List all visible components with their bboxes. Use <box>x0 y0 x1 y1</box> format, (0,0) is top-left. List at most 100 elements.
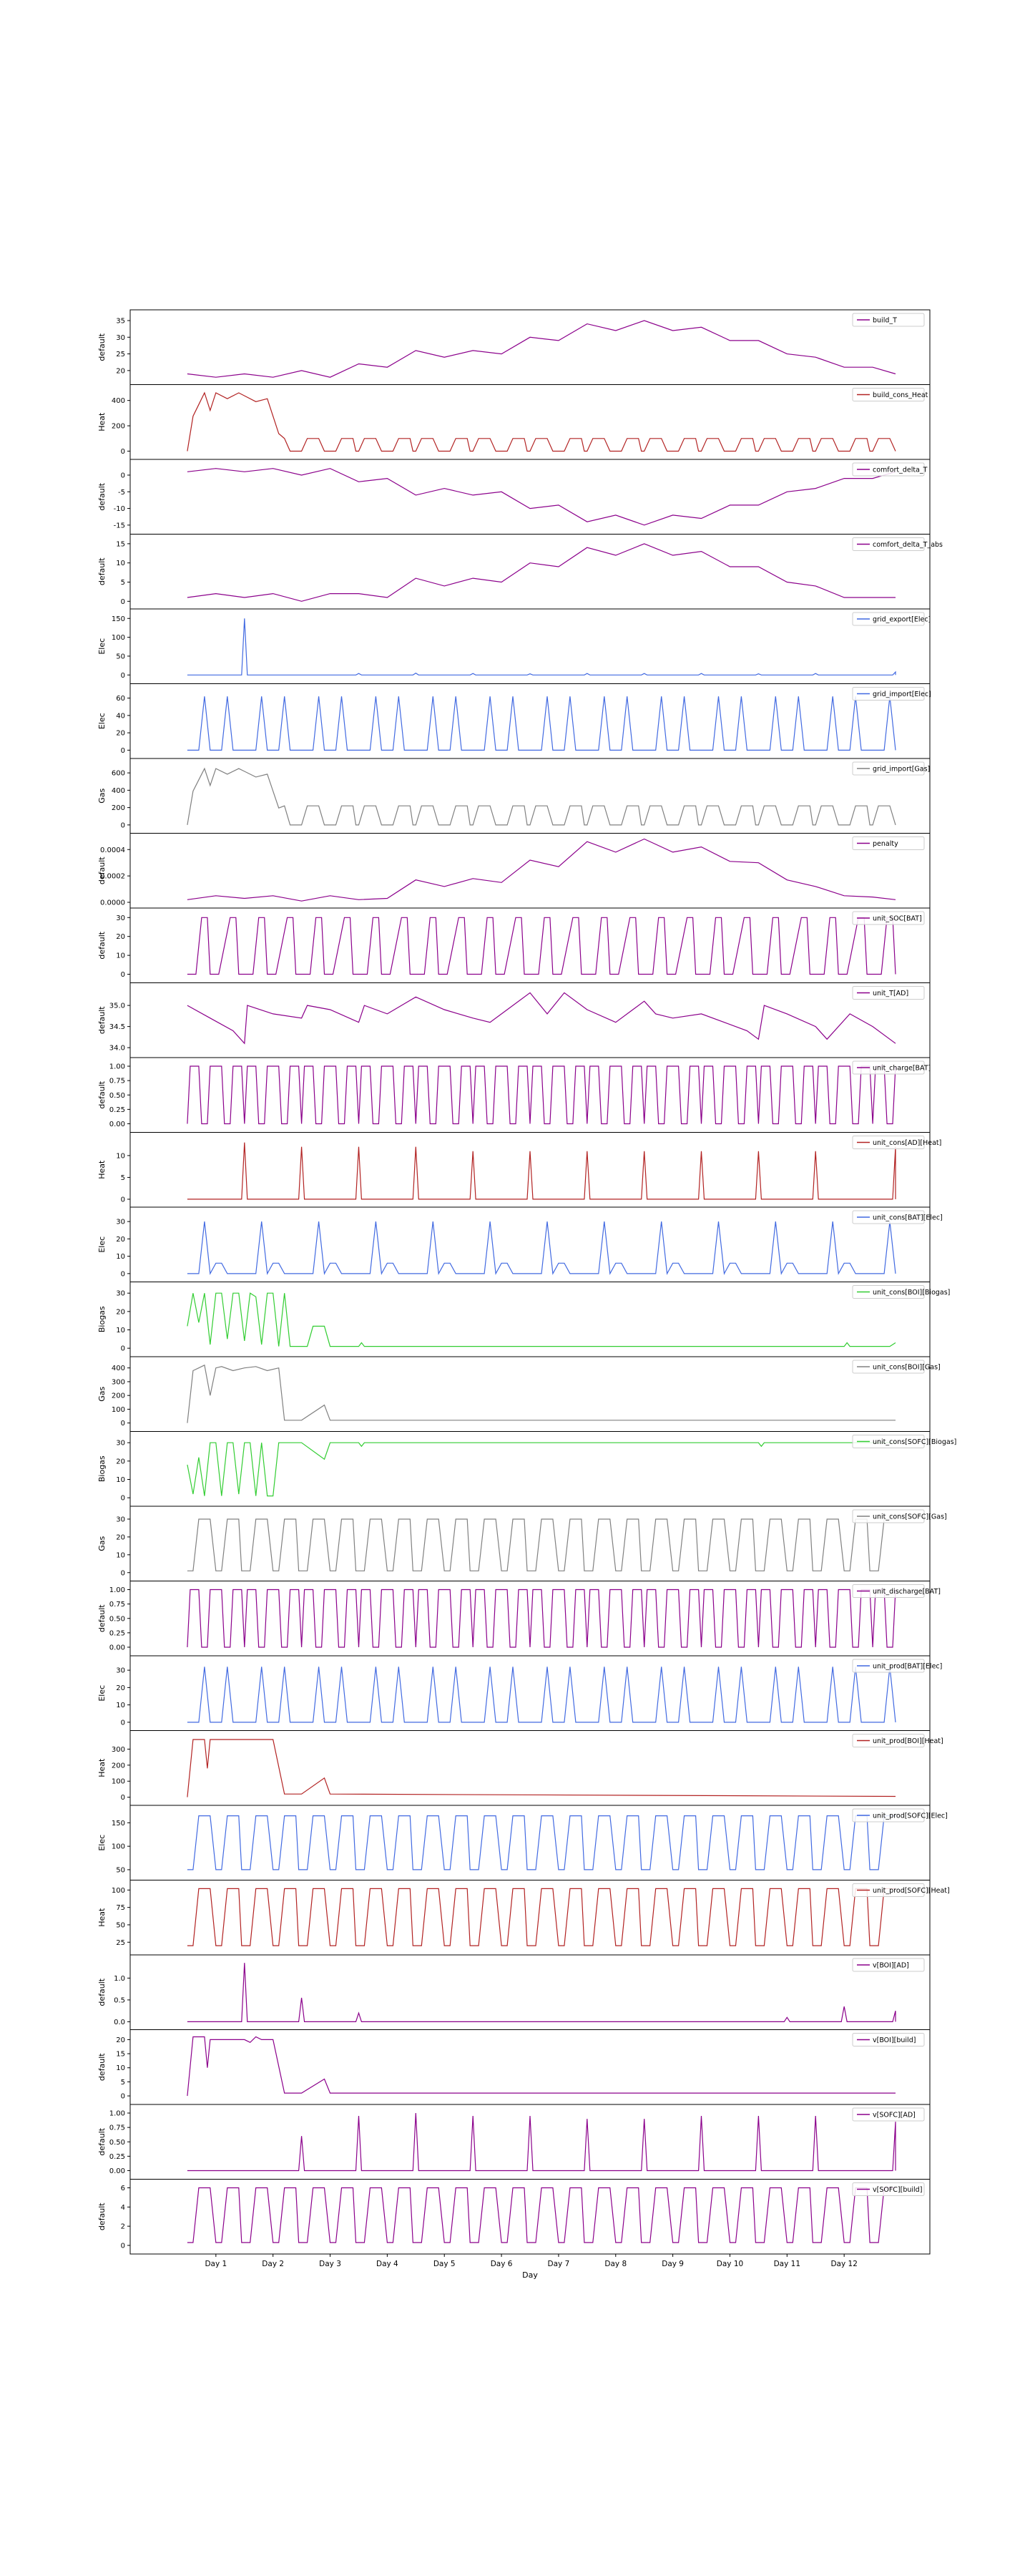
y-tick-label: 0 <box>121 1270 125 1278</box>
y-tick-label: 400 <box>112 1365 125 1372</box>
y-tick-label: 30 <box>116 1516 125 1523</box>
y-tick-label: 0 <box>121 1420 125 1428</box>
legend-label: v[BOI][AD] <box>873 1962 909 1970</box>
subplot-frame <box>129 683 931 759</box>
subplot-grid_export[Elec]: 0 50 100 150 Elec grid_export[Elec] <box>97 608 931 684</box>
y-axis-label: Heat <box>97 1758 107 1777</box>
legend-label: unit_prod[SOFC][Elec] <box>873 1813 948 1820</box>
y-tick-label: 400 <box>112 397 125 405</box>
y-tick-label: 100 <box>112 634 125 642</box>
y-tick-label: 10 <box>116 1476 125 1484</box>
y-tick-label: 20 <box>116 1684 125 1692</box>
legend-box <box>852 2033 925 2046</box>
y-tick-label: 1.0 <box>114 1975 125 1983</box>
y-tick-label: 1.00 <box>109 1063 125 1071</box>
series-line-unit_cons[BOI][Gas] <box>187 1364 896 1423</box>
subplot-unit_cons[AD][Heat]: 0 5 10 Heat unit_cons[AD][Heat] <box>97 1132 941 1208</box>
subplot-unit_cons[SOFC][Biogas]: 0 10 20 30 Biogas unit_cons[SOFC][Biogas] <box>97 1431 956 1507</box>
series-line-grid_import[Elec] <box>187 696 896 751</box>
legend-label: v[BOI][build] <box>873 2036 916 2044</box>
subplot-grid_import[Gas]: 0 200 400 600 Gas grid_import[Gas] <box>97 758 931 834</box>
y-tick-label: 0 <box>121 598 125 606</box>
y-tick-label: -5 <box>118 489 125 497</box>
y-tick-label: 200 <box>112 1762 125 1770</box>
y-tick-label: -10 <box>114 505 125 513</box>
y-tick-label: -15 <box>114 522 125 530</box>
y-tick-label: 10 <box>116 2064 125 2072</box>
y-tick-label: 0.50 <box>109 2139 125 2147</box>
y-tick-label: 0.50 <box>109 1615 125 1623</box>
y-axis-label: Biogas <box>97 1455 107 1482</box>
subplot-unit_SOC[BAT]: 0 10 20 30 default unit_SOC[BAT] <box>97 907 931 983</box>
y-tick-label: 10 <box>116 1327 125 1335</box>
x-tick-label: Day 4 <box>376 2260 398 2268</box>
subplot-comfort_delta_T_abs: 0 5 10 15 default comfort_delta_T_abs <box>97 534 943 610</box>
legend-box <box>852 1584 925 1598</box>
legend-box <box>852 1435 925 1448</box>
series-line-unit_prod[SOFC][Heat] <box>187 1888 896 1946</box>
series-line-v[SOFC][AD] <box>187 2112 896 2172</box>
legend-label: v[SOFC][AD] <box>873 2112 916 2119</box>
legend-label: unit_discharge[BAT] <box>873 1588 941 1596</box>
legend-box <box>852 1360 925 1374</box>
y-tick-label: 0.75 <box>109 1601 125 1609</box>
legend-label: unit_cons[BAT][Elec] <box>873 1214 943 1222</box>
legend-label: comfort_delta_T_abs <box>873 541 943 549</box>
series-line-unit_discharge[BAT] <box>187 1589 896 1648</box>
legend-box <box>852 1958 925 1972</box>
legend-label: penalty <box>873 840 898 848</box>
y-tick-label: 30 <box>116 1290 125 1298</box>
series-line-penalty <box>187 838 896 902</box>
y-tick-label: 30 <box>116 914 125 922</box>
legend-box <box>852 612 925 626</box>
legend-box <box>852 388 925 401</box>
y-tick-label: 0 <box>121 971 125 979</box>
y-tick-label: 34.5 <box>109 1023 125 1031</box>
series-line-comfort_delta_T_abs <box>187 543 896 602</box>
subplot-unit_charge[BAT]: 0.00 0.25 0.50 0.75 1.00 default unit_charge[B… <box>97 1057 931 1133</box>
legend-box <box>852 1808 925 1823</box>
y-axis-label: Heat <box>97 1160 107 1179</box>
subplot-frame <box>129 1730 931 1806</box>
y-tick-label: 20 <box>116 730 125 738</box>
y-tick-label: 0.5 <box>114 1996 125 2004</box>
series-line-v[SOFC][build] <box>187 2187 896 2243</box>
y-tick-label: 100 <box>112 1778 125 1786</box>
y-tick-label: 0.50 <box>109 1092 125 1100</box>
legend-label: build_cons_Heat <box>873 391 928 399</box>
y-tick-label: 30 <box>116 1667 125 1675</box>
legend-box <box>852 2182 925 2196</box>
series-line-grid_import[Gas] <box>187 767 896 826</box>
x-tick-label: Day 12 <box>830 2260 857 2268</box>
subplot-unit_prod[BOI][Heat]: 0 100 200 300 Heat unit_prod[BOI][Heat] <box>97 1730 943 1806</box>
y-tick-label: 34.0 <box>109 1045 125 1053</box>
y-tick-label: 20 <box>116 2036 125 2044</box>
legend-label: unit_cons[AD][Heat] <box>873 1139 941 1147</box>
y-tick-label: 75 <box>116 1904 125 1912</box>
series-line-v[BOI][build] <box>187 2036 896 2097</box>
legend-box <box>852 1136 925 1149</box>
y-tick-label: 0 <box>121 672 125 680</box>
subplot-frame <box>129 309 931 385</box>
y-tick-label: 35.0 <box>109 1002 125 1010</box>
y-tick-label: 0 <box>121 821 125 829</box>
series-line-v[BOI][AD] <box>187 1963 896 2022</box>
subplot-comfort_delta_T: -15 -10 -5 0 default comfort_delta_T <box>97 459 931 535</box>
y-tick-label: 50 <box>116 653 125 660</box>
y-tick-label: 0 <box>121 2093 125 2101</box>
y-axis-label: Biogas <box>97 1306 107 1332</box>
y-axis-label: Gas <box>97 788 107 803</box>
y-tick-label: 50 <box>116 1866 125 1874</box>
legend-box <box>852 1883 925 1897</box>
y-tick-label: 0.75 <box>109 2124 125 2132</box>
y-axis-label: default <box>97 482 107 510</box>
series-line-unit_cons[BAT][Elec] <box>187 1221 896 1275</box>
series-line-unit_T[AD] <box>187 992 896 1045</box>
series-line-unit_cons[AD][Heat] <box>187 1142 896 1200</box>
legend-box <box>852 911 925 925</box>
subplot-frame <box>129 833 931 909</box>
y-axis-label: Heat <box>97 1908 107 1927</box>
y-tick-label: 200 <box>112 423 125 431</box>
y-axis-label: default <box>97 1006 107 1034</box>
series-line-unit_prod[BOI][Heat] <box>187 1739 896 1797</box>
